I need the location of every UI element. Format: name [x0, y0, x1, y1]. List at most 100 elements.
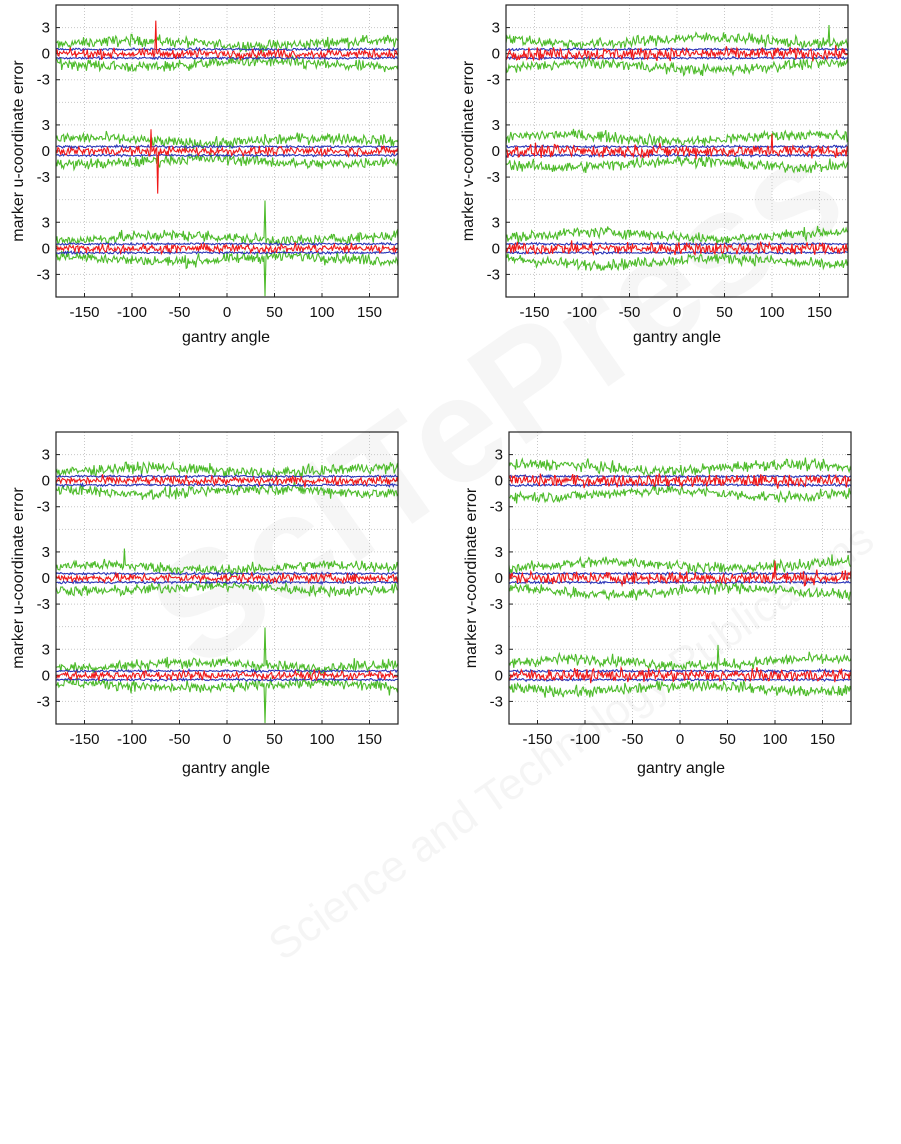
x-axis-label: gantry angle: [633, 329, 721, 346]
chart-svg: marker v-coordinate error gantry angle 3…: [463, 431, 852, 777]
error-line: [55, 242, 399, 256]
y-tick-label: 3: [492, 20, 500, 37]
y-tick-label: 0: [42, 46, 50, 63]
envelope-upper-line: [505, 225, 849, 246]
y-tick-label: -3: [37, 169, 50, 186]
x-tick-label: 50: [719, 731, 736, 748]
envelope-upper-line: [508, 644, 852, 672]
chart-svg: marker u-coordinate error gantry angle 3…: [10, 431, 399, 777]
y-axis-label: marker v-coordinate error: [463, 487, 480, 668]
bound-upper-line: [56, 473, 399, 479]
bound-upper-line: [505, 143, 849, 150]
envelope-lower-line: [55, 578, 398, 598]
bound-lower-line: [508, 677, 852, 683]
y-tick-label: -3: [37, 596, 50, 613]
y-tick-label: -3: [37, 266, 50, 283]
y-tick-label: 3: [42, 544, 50, 561]
envelope-upper-line: [505, 24, 849, 51]
x-axis-label: gantry angle: [182, 760, 270, 777]
y-tick-label: 0: [495, 473, 503, 490]
x-tick-label: -50: [169, 304, 191, 321]
x-tick-label: -150: [522, 731, 552, 748]
envelope-lower-line: [508, 678, 852, 698]
chart-svg: marker u-coordinate error gantry angle 3…: [10, 4, 399, 346]
envelope-lower-line: [55, 481, 399, 500]
bound-lower-line: [55, 152, 399, 158]
envelope-upper-line: [55, 460, 399, 481]
x-tick-label: 0: [223, 731, 231, 748]
x-tick-label: 50: [716, 304, 733, 321]
x-tick-label: 100: [309, 731, 334, 748]
error-line: [55, 668, 399, 682]
x-tick-label: -50: [622, 731, 644, 748]
y-tick-label: 0: [42, 667, 50, 684]
envelope-lower-line: [505, 153, 849, 174]
bound-upper-line: [55, 143, 399, 150]
bound-upper-line: [505, 46, 849, 53]
y-tick-label: 0: [42, 143, 50, 160]
y-axis-label: marker v-coordinate error: [460, 60, 477, 241]
bound-upper-line: [505, 240, 849, 247]
x-tick-label: -100: [570, 731, 600, 748]
y-tick-label: 3: [492, 214, 500, 231]
y-tick-label: -3: [487, 169, 500, 186]
x-tick-label: 100: [309, 304, 334, 321]
envelope-upper-line: [55, 627, 399, 676]
y-tick-label: 3: [42, 641, 50, 658]
y-tick-label: 3: [42, 214, 50, 231]
bound-upper-line: [55, 570, 399, 578]
y-tick-label: 0: [492, 143, 500, 160]
x-tick-label: -100: [117, 304, 147, 321]
x-tick-label: 100: [759, 304, 784, 321]
chart-u-error-bottom: marker u-coordinate error gantry angle 3…: [0, 427, 420, 777]
x-tick-label: -50: [169, 731, 191, 748]
error-line: [55, 571, 399, 585]
y-tick-label: -3: [37, 693, 50, 710]
error-line: [55, 129, 399, 194]
y-tick-label: 3: [42, 20, 50, 37]
x-tick-label: 150: [357, 304, 382, 321]
envelope-lower-line: [55, 54, 399, 73]
envelope-lower-line: [508, 579, 852, 602]
y-tick-label: 0: [495, 667, 503, 684]
y-tick-label: 0: [495, 570, 503, 587]
x-tick-label: -100: [117, 731, 147, 748]
envelope-lower-line: [505, 55, 849, 77]
x-tick-label: 0: [676, 731, 684, 748]
y-tick-label: 0: [492, 46, 500, 63]
y-tick-label: -3: [487, 72, 500, 89]
bound-upper-line: [55, 667, 399, 674]
x-tick-label: 150: [810, 731, 835, 748]
error-line: [505, 45, 849, 62]
bound-lower-line: [505, 55, 849, 61]
envelope-upper-line: [508, 554, 852, 575]
envelope-lower-line: [55, 152, 399, 172]
x-tick-label: -150: [519, 304, 549, 321]
x-tick-label: 0: [673, 304, 681, 321]
bound-lower-line: [55, 676, 399, 683]
y-axis-label: marker u-coordinate error: [10, 60, 27, 242]
x-tick-label: 100: [762, 731, 787, 748]
chart-svg: marker v-coordinate error gantry angle 3…: [460, 4, 849, 346]
y-tick-label: 0: [492, 240, 500, 257]
x-tick-label: -100: [567, 304, 597, 321]
y-tick-label: 3: [42, 447, 50, 464]
y-tick-label: -3: [490, 596, 503, 613]
y-tick-label: -3: [490, 693, 503, 710]
chart-v-error-top: marker v-coordinate error gantry angle 3…: [450, 0, 870, 350]
y-tick-label: 0: [42, 570, 50, 587]
envelope-upper-line: [505, 128, 849, 147]
bound-upper-line: [55, 241, 399, 247]
bound-lower-line: [55, 55, 398, 61]
y-tick-label: -3: [487, 266, 500, 283]
envelope-upper-line: [55, 548, 399, 577]
x-tick-label: -150: [69, 731, 99, 748]
error-line: [508, 560, 852, 588]
envelope-upper-line: [55, 200, 399, 247]
envelope-lower-line: [55, 249, 399, 297]
x-tick-label: 50: [266, 731, 283, 748]
envelope-lower-line: [505, 252, 849, 272]
error-line: [508, 473, 852, 489]
error-line: [505, 133, 849, 160]
y-tick-label: 0: [42, 240, 50, 257]
